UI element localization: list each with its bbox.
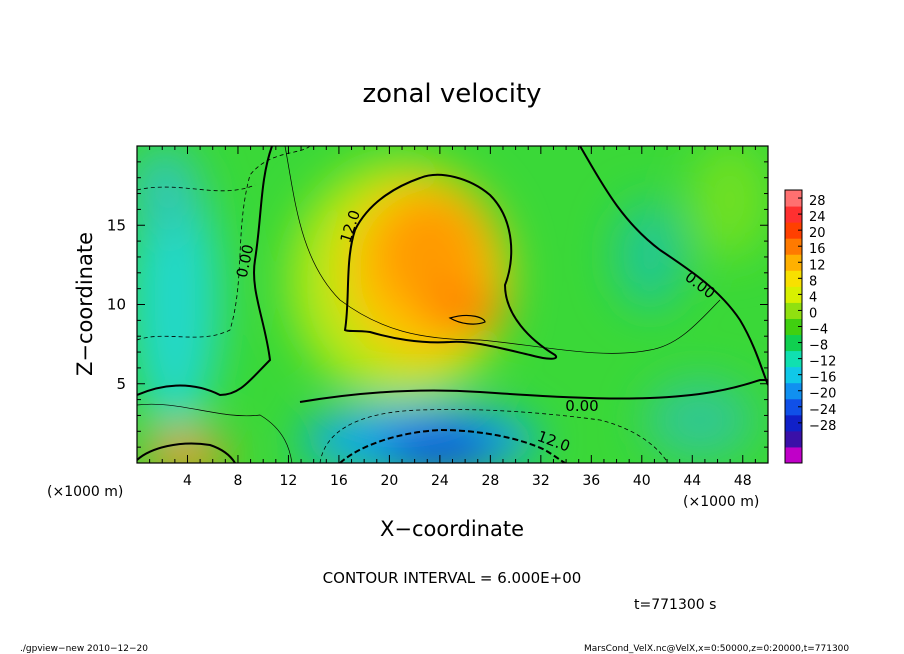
colorbar-swatch [785, 334, 802, 352]
x-tick-label: 4 [183, 473, 192, 489]
colorbar-label: 4 [809, 290, 817, 305]
x-tick-label: 20 [380, 473, 398, 489]
y-tick-label: 15 [107, 216, 126, 234]
x-tick-label: 28 [481, 473, 499, 489]
x-axis-title: X−coordinate [380, 517, 524, 541]
colorbar-swatch [785, 414, 802, 432]
colorbar-label: 24 [809, 210, 826, 225]
colorbar-swatch [785, 382, 802, 400]
footer-right: MarsCond_VelX.nc@VelX,x=0:50000,z=0:2000… [584, 644, 849, 654]
y-unit-label: (×1000 m) [47, 484, 123, 500]
footer-left: ./gpview−new 2010−12−20 [20, 644, 148, 654]
contour-interval-text: CONTOUR INTERVAL = 6.000E+00 [323, 569, 582, 587]
colorbar-label: 12 [809, 258, 826, 273]
x-tick-label: 32 [532, 473, 550, 489]
colorbar [784, 189, 803, 464]
colorbar-label: −16 [809, 371, 836, 386]
chart-title: zonal velocity [362, 79, 541, 109]
colorbar-swatch [785, 254, 802, 271]
x-tick-label: 12 [280, 473, 298, 489]
colorbar-label: 0 [809, 306, 817, 321]
colorbar-label: 20 [809, 226, 826, 241]
colorbar-swatch [785, 206, 802, 223]
x-unit-label: (×1000 m) [683, 494, 759, 510]
x-tick-label: 44 [683, 473, 701, 489]
y-tick-label: 10 [107, 296, 126, 314]
colorbar-label: −4 [809, 323, 828, 338]
colorbar-swatch [785, 222, 802, 239]
colorbar-swatch [785, 190, 802, 207]
x-tick-label: 8 [233, 473, 242, 489]
x-axis: 4 8 12 16 20 24 28 32 36 40 44 48 [149, 146, 756, 489]
colorbar-swatch [785, 286, 802, 303]
y-axis: 5 10 15 [107, 161, 768, 448]
x-tick-label: 36 [582, 473, 600, 489]
colorbar-swatch [785, 350, 802, 368]
contour-label: 0.00 [565, 397, 598, 415]
colorbar-label: −20 [809, 387, 836, 402]
colorbar-label: 16 [809, 242, 826, 257]
x-tick-label: 40 [633, 473, 651, 489]
y-tick-label: 5 [116, 375, 126, 393]
x-tick-label: 16 [330, 473, 348, 489]
y-axis-title: Z−coordinate [73, 232, 97, 376]
x-tick-label: 24 [431, 473, 449, 489]
colorbar-swatch [785, 446, 802, 464]
colorbar-swatch [785, 270, 802, 287]
colorbar-label: −8 [809, 339, 828, 354]
colorbar-swatch [785, 302, 802, 319]
colorbar-label: −28 [809, 419, 836, 434]
colorbar-swatch [785, 398, 802, 416]
colorbar-label: −12 [809, 355, 836, 370]
colorbar-swatch [785, 430, 802, 448]
x-tick-label: 48 [734, 473, 752, 489]
colorbar-label: −24 [809, 403, 836, 418]
colorbar-swatch [785, 366, 802, 384]
time-label: t=771300 s [634, 597, 716, 613]
colorbar-swatch [785, 318, 802, 336]
colorbar-label: 8 [809, 274, 817, 289]
colorbar-swatch [785, 238, 802, 255]
colorbar-label: 28 [809, 194, 826, 209]
heatmap-field [137, 146, 768, 463]
